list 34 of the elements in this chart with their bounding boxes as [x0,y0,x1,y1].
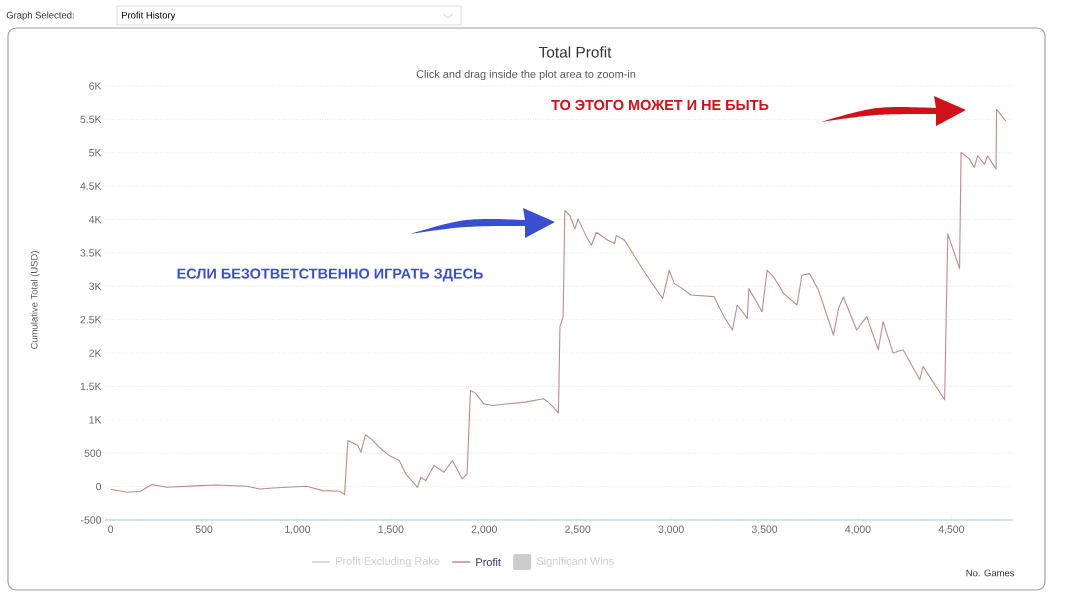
y-tick-label: 3.5K [80,249,102,257]
x-tick-label: 3,500 [751,525,778,535]
x-tick-label: 4,500 [938,525,965,535]
annotation: ТО ЭТОГО МОЖЕТ И НЕ БЫТЬ [551,99,769,111]
y-tick-label: 1K [89,416,102,424]
y-tick-label: 2K [89,349,102,357]
text: Profit History [121,11,176,21]
y-tick-label: 5.5K [80,115,102,124]
y-tick-label: 1.5K [80,382,102,391]
text: Graph Selected: [6,11,74,21]
y-tick-label: 4K [88,215,102,224]
y-tick-label: 4.5K [80,182,102,190]
chart-subtitle: Click and drag inside the plot area to zoom-in [416,69,636,81]
x-axis-title: No. Games [966,569,1015,577]
y-tick-label: 6K [89,82,102,90]
x-tick-label: 500 [195,525,213,533]
y-axis-title: Cumulative Total (USD) [30,251,40,349]
y-tick-label: 500 [84,449,102,457]
y-tick-label: 3K [89,282,102,291]
y-tick-label: 0 [96,482,102,491]
y-tick-label: 2.5K [80,315,102,324]
line-series [110,108,1007,496]
x-tick-label: 2,000 [471,525,497,535]
x-tick-label: 3,000 [658,525,684,535]
x-tick-label: 0 [108,525,114,533]
y-tick-label: 5K [89,149,102,157]
y-tick-label: -500 [81,516,102,524]
legend-label: Profit [476,557,501,567]
chart-title: Total Profit [538,46,612,58]
x-tick-label: 2,500 [565,525,591,535]
x-tick-label: 4,000 [845,525,871,535]
annotation: ЕСЛИ БЕЗОТВЕТСТВЕННО ИГРАТЬ ЗДЕСЬ [177,268,483,282]
x-tick-label: 1,500 [378,525,404,535]
x-tick-label: 1,000 [285,525,311,535]
